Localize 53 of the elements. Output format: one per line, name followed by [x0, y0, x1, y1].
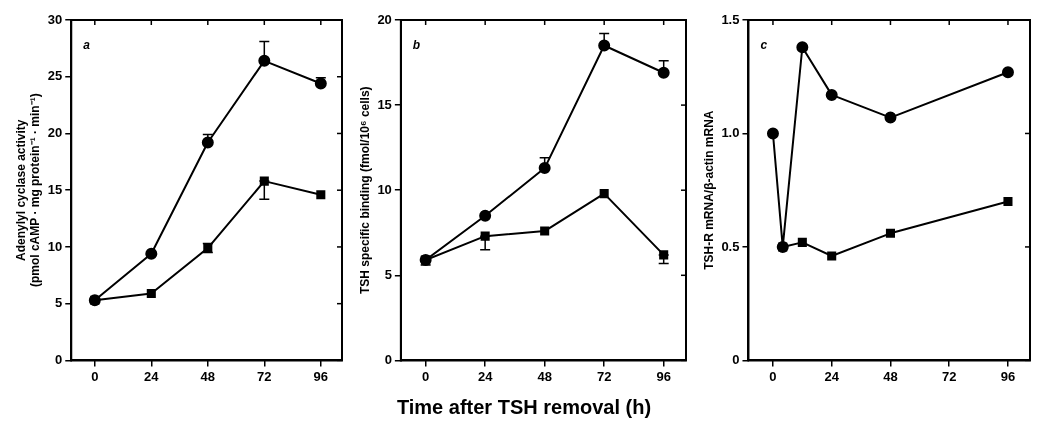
x-tick-label: 0	[91, 368, 99, 384]
point	[825, 88, 838, 101]
x-axis-title: Time after TSH removal (h)	[395, 396, 653, 419]
x-tick-label: 24	[144, 368, 160, 384]
y-tick-label: 15	[377, 96, 392, 112]
annotation: c	[760, 38, 768, 53]
y-tick-label: 20	[47, 125, 63, 141]
y-tick-label: 30	[47, 11, 63, 27]
x-tick-label: 48	[537, 368, 552, 384]
y-axis-title: Adenylyl cyclase activity (pmol cAMP · mg protein⁻¹ · min⁻¹)	[13, 93, 42, 288]
point	[796, 41, 809, 54]
x-tick-label: 48	[883, 368, 898, 384]
y-tick-label: 0.5	[721, 238, 740, 254]
y-axis-title: TSH specific binding (fmol/10⁶ cells)	[357, 86, 372, 294]
point	[885, 228, 895, 238]
x-tick-label: 24	[824, 368, 840, 384]
x-tick-label: 0	[422, 368, 430, 384]
point	[766, 127, 779, 140]
y-tick-label: 25	[47, 68, 63, 84]
x-tick-label: 72	[941, 368, 957, 384]
point	[827, 251, 837, 261]
point	[479, 209, 492, 222]
point	[540, 226, 550, 236]
point	[884, 111, 897, 124]
y-tick-label: 15	[47, 181, 63, 197]
point	[1001, 66, 1014, 79]
x-tick-label: 0	[769, 368, 777, 384]
x-tick-label: 72	[257, 368, 272, 384]
point	[145, 247, 158, 260]
y-tick-label: 10	[47, 238, 63, 254]
y-axis-title: TSH-R mRNA/β-actin mRNA	[701, 110, 716, 270]
x-tick-label: 96	[313, 368, 329, 384]
y-tick-label: 5	[55, 295, 63, 311]
y-tick-label: 5	[384, 266, 392, 282]
y-tick-label: 1.5	[721, 11, 740, 27]
x-tick-label: 96	[656, 368, 671, 384]
point	[316, 190, 326, 200]
point	[599, 189, 609, 199]
point	[1003, 197, 1013, 207]
x-tick-label: 48	[200, 368, 216, 384]
y-tick-label: 0	[55, 351, 63, 367]
annotation: a	[83, 38, 91, 53]
point	[146, 288, 156, 298]
y-tick-label: 10	[377, 181, 392, 197]
annotation: b	[412, 38, 421, 53]
y-tick-label: 0	[384, 351, 392, 367]
x-tick-label: 24	[477, 368, 494, 384]
point	[797, 237, 807, 247]
y-tick-label: 20	[377, 11, 392, 27]
x-tick-label: 96	[1000, 368, 1016, 384]
y-tick-label: 1.0	[721, 125, 740, 141]
y-tick-label: 0	[732, 351, 740, 367]
x-tick-label: 72	[596, 368, 612, 384]
